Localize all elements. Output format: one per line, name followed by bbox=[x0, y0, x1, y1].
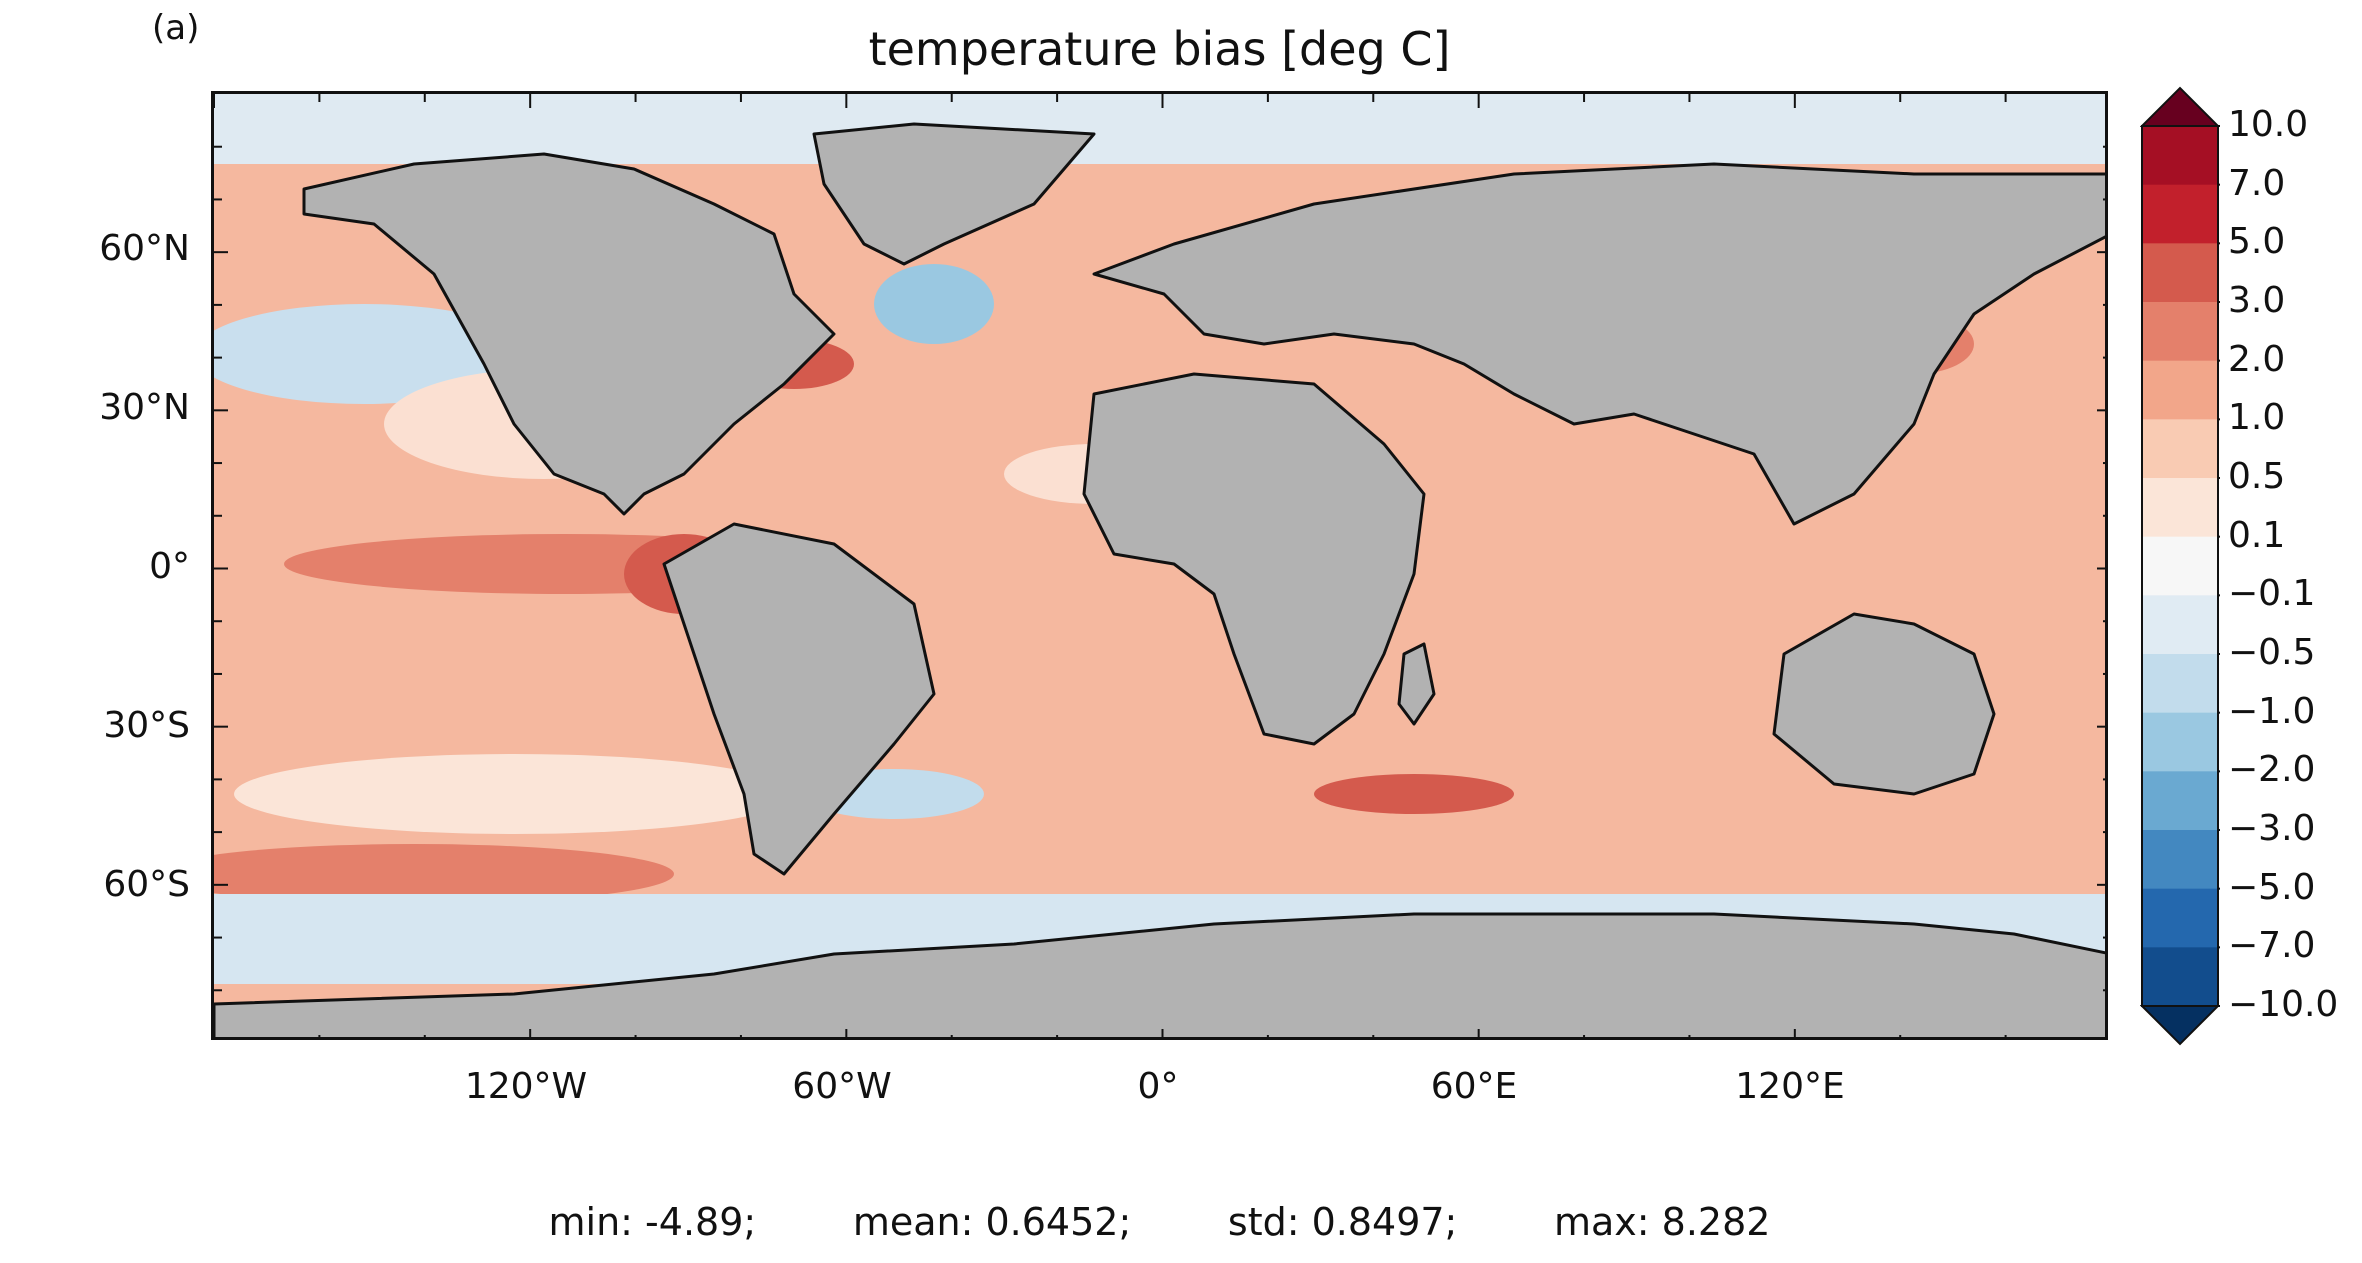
stats-line: min: -4.89; mean: 0.6452; std: 0.8497; m… bbox=[211, 1200, 2108, 1244]
y-tick-label: 60°S bbox=[103, 864, 190, 905]
land-masses bbox=[214, 122, 2105, 1037]
x-tick-label: 120°W bbox=[464, 1066, 588, 1107]
colorbar-segment bbox=[2142, 947, 2218, 1007]
indian-ocean-warm-patch bbox=[1314, 774, 1514, 814]
stat-mean: mean: 0.6452; bbox=[852, 1200, 1132, 1244]
colorbar-segment bbox=[2142, 360, 2218, 420]
y-tick-label: 0° bbox=[149, 546, 190, 587]
colorbar-extend-min bbox=[2140, 1005, 2220, 1046]
colorbar-tick-label: −10.0 bbox=[2228, 984, 2339, 1025]
colorbar-tick-label: 0.1 bbox=[2228, 514, 2286, 556]
map-canvas bbox=[214, 94, 2105, 1037]
frame-ticks bbox=[214, 94, 2105, 1037]
greenland bbox=[812, 122, 1096, 266]
colorbar-segment bbox=[2142, 243, 2218, 303]
colorbar-segment bbox=[2142, 888, 2218, 948]
stat-max: max: 8.282 bbox=[1554, 1200, 1771, 1244]
x-tick-label: 0° bbox=[1137, 1066, 1179, 1107]
colorbar-segment bbox=[2142, 712, 2218, 772]
south-pacific-warm-band bbox=[214, 844, 674, 904]
stat-min: min: -4.89; bbox=[548, 1200, 757, 1244]
africa bbox=[1082, 372, 1426, 746]
x-tick-label: 120°E bbox=[1735, 1066, 1845, 1107]
colorbar-segment bbox=[2142, 419, 2218, 479]
colorbar-tick-label: 3.0 bbox=[2228, 280, 2286, 321]
colorbar-segment bbox=[2142, 302, 2218, 362]
colorbar-extend-max bbox=[2140, 86, 2220, 127]
arctic-cold-band bbox=[214, 94, 2105, 164]
colorbar-tick-label: 5.0 bbox=[2228, 221, 2286, 263]
colorbar-segment bbox=[2142, 478, 2218, 538]
x-tick-label: 60°W bbox=[792, 1066, 892, 1107]
colorbar-tick-label: −3.0 bbox=[2228, 808, 2316, 849]
colorbar-tick-label: −0.1 bbox=[2228, 573, 2316, 615]
antarctica bbox=[214, 912, 2105, 1037]
y-tick-label: 30°N bbox=[99, 387, 190, 428]
south-pacific-light-patch bbox=[234, 754, 794, 834]
colorbar-tick-label: 7.0 bbox=[2228, 162, 2286, 204]
map-title: temperature bias [deg C] bbox=[868, 22, 1451, 76]
y-tick-label: 60°N bbox=[99, 228, 190, 269]
colorbar-tick-label: 0.5 bbox=[2228, 456, 2286, 497]
x-tick-label: 60°E bbox=[1430, 1066, 1518, 1107]
panel-label: (a) bbox=[152, 8, 200, 48]
colorbar-tick-label: 10.0 bbox=[2228, 104, 2309, 145]
colorbar-segment bbox=[2142, 830, 2218, 890]
south-america bbox=[662, 522, 936, 876]
colorbar-border bbox=[2141, 125, 2219, 1007]
colorbar bbox=[2140, 86, 2220, 1046]
madagascar bbox=[1397, 642, 1436, 726]
colorbar-segment bbox=[2142, 126, 2218, 186]
labrador-cold-patch bbox=[874, 264, 994, 344]
colorbar-tick-label: −7.0 bbox=[2228, 925, 2316, 967]
colorbar-tick-label: −2.0 bbox=[2228, 749, 2316, 791]
map-plot-area bbox=[211, 91, 2108, 1040]
colorbar-segment bbox=[2142, 654, 2218, 714]
colorbar-segment bbox=[2142, 771, 2218, 831]
colorbar-segment bbox=[2142, 184, 2218, 244]
north-america bbox=[302, 152, 836, 516]
y-tick-label: 30°S bbox=[103, 705, 190, 746]
colorbar-tick-label: −5.0 bbox=[2228, 866, 2316, 908]
stat-std: std: 0.8497; bbox=[1227, 1200, 1458, 1244]
colorbar-tick-label: 2.0 bbox=[2228, 338, 2286, 380]
eurasia bbox=[1092, 162, 2105, 526]
australia bbox=[1772, 612, 1996, 796]
colorbar-segment bbox=[2142, 536, 2218, 596]
colorbar-tick-label: −1.0 bbox=[2228, 690, 2316, 732]
colorbar-segment bbox=[2142, 595, 2218, 655]
colorbar-tick-label: 1.0 bbox=[2228, 397, 2286, 439]
colorbar-tick-label: −0.5 bbox=[2228, 632, 2316, 673]
